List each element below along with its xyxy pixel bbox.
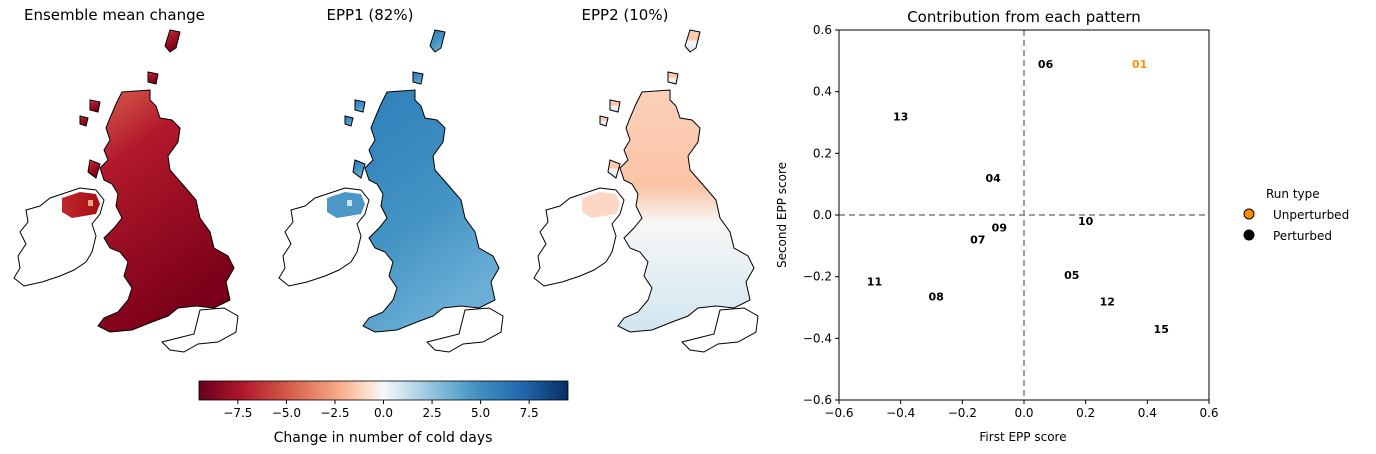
colorbar-ticks: −7.5 −5.0 −2.5 0.0 2.5 5.0 7.5 bbox=[223, 400, 539, 420]
colorbar: −7.5 −5.0 −2.5 0.0 2.5 5.0 7.5 Change in numbe… bbox=[198, 380, 569, 446]
y-tick-label: −0.2 bbox=[803, 270, 832, 284]
map-title-ensemble-mean: Ensemble mean change bbox=[24, 6, 205, 24]
colorbar-gradient bbox=[198, 380, 569, 401]
legend-title: Run type bbox=[1266, 187, 1320, 201]
x-tick-label: −0.6 bbox=[824, 406, 853, 420]
maps-panel: −7.5 −5.0 −2.5 0.0 2.5 5.0 7.5 Change in numbe… bbox=[13, 29, 759, 446]
x-tick-label: 0.2 bbox=[1076, 406, 1095, 420]
map-ensemble-mean bbox=[13, 29, 239, 353]
scatter-point-label: 04 bbox=[986, 172, 1002, 185]
map-epp2 bbox=[533, 29, 759, 353]
scatter-point-label: 06 bbox=[1038, 58, 1054, 71]
scatter-axes: −0.6 −0.4 −0.2 0.0 0.2 0.4 0.6 −0.6 −0.4 −0.2 0.0 0… bbox=[803, 23, 1219, 420]
scatter-point-label: 15 bbox=[1154, 323, 1169, 336]
northern-ireland-region bbox=[582, 192, 620, 218]
x-tick-label: −0.4 bbox=[886, 406, 915, 420]
colorbar-tick-label: 7.5 bbox=[520, 406, 539, 420]
legend-marker-perturbed bbox=[1243, 229, 1255, 241]
legend-label-unperturbed: Unperturbed bbox=[1273, 208, 1349, 222]
scatter-plot-frame bbox=[838, 29, 1210, 401]
legend-label-perturbed: Perturbed bbox=[1273, 229, 1332, 243]
colorbar-tick-label: 2.5 bbox=[423, 406, 442, 420]
y-tick-label: 0.0 bbox=[813, 208, 832, 222]
colorbar-tick-label: −2.5 bbox=[320, 406, 349, 420]
scatter-point-label: 08 bbox=[928, 291, 943, 304]
colorbar-tick-label: 5.0 bbox=[471, 406, 490, 420]
x-tick-label: 0.0 bbox=[1014, 406, 1033, 420]
map-title-epp1: EPP1 (82%) bbox=[326, 6, 414, 24]
y-tick-label: −0.6 bbox=[803, 393, 832, 407]
x-tick-label: −0.2 bbox=[948, 406, 977, 420]
scatter-point-label: 11 bbox=[867, 275, 882, 288]
scatter-point-label: 13 bbox=[893, 110, 908, 123]
scatter-point-label: 09 bbox=[992, 221, 1007, 234]
x-tick-label: 0.6 bbox=[1199, 406, 1218, 420]
y-tick-label: 0.4 bbox=[813, 85, 832, 99]
northern-ireland-region bbox=[62, 192, 100, 218]
scatter-point-label: 10 bbox=[1078, 215, 1094, 228]
y-tick-label: 0.2 bbox=[813, 146, 832, 160]
y-tick-label: 0.6 bbox=[813, 23, 832, 37]
scatter-point-label: 12 bbox=[1100, 295, 1115, 308]
legend: Run type Unperturbed Perturbed bbox=[1243, 187, 1349, 243]
map-epp1 bbox=[278, 29, 504, 353]
colorbar-tick-label: −7.5 bbox=[223, 406, 252, 420]
colorbar-label: Change in number of cold days bbox=[274, 430, 493, 446]
colorbar-tick-label: −5.0 bbox=[272, 406, 301, 420]
scatter-point-label: 05 bbox=[1064, 269, 1079, 282]
legend-marker-unperturbed bbox=[1243, 208, 1255, 220]
x-tick-label: 0.4 bbox=[1138, 406, 1157, 420]
y-tick-label: −0.4 bbox=[803, 331, 832, 345]
northern-ireland-region bbox=[327, 192, 365, 218]
scatter-points: 01 06 13 04 10 09 07 05 11 08 12 15 bbox=[867, 58, 1169, 336]
scatter-title: Contribution from each pattern bbox=[907, 8, 1141, 26]
map-title-epp2: EPP2 (10%) bbox=[581, 6, 669, 24]
scatter-point-label: 01 bbox=[1132, 58, 1147, 71]
x-axis-label: First EPP score bbox=[979, 430, 1066, 444]
scatter-point-label: 07 bbox=[970, 234, 985, 247]
colorbar-tick-label: 0.0 bbox=[374, 406, 393, 420]
